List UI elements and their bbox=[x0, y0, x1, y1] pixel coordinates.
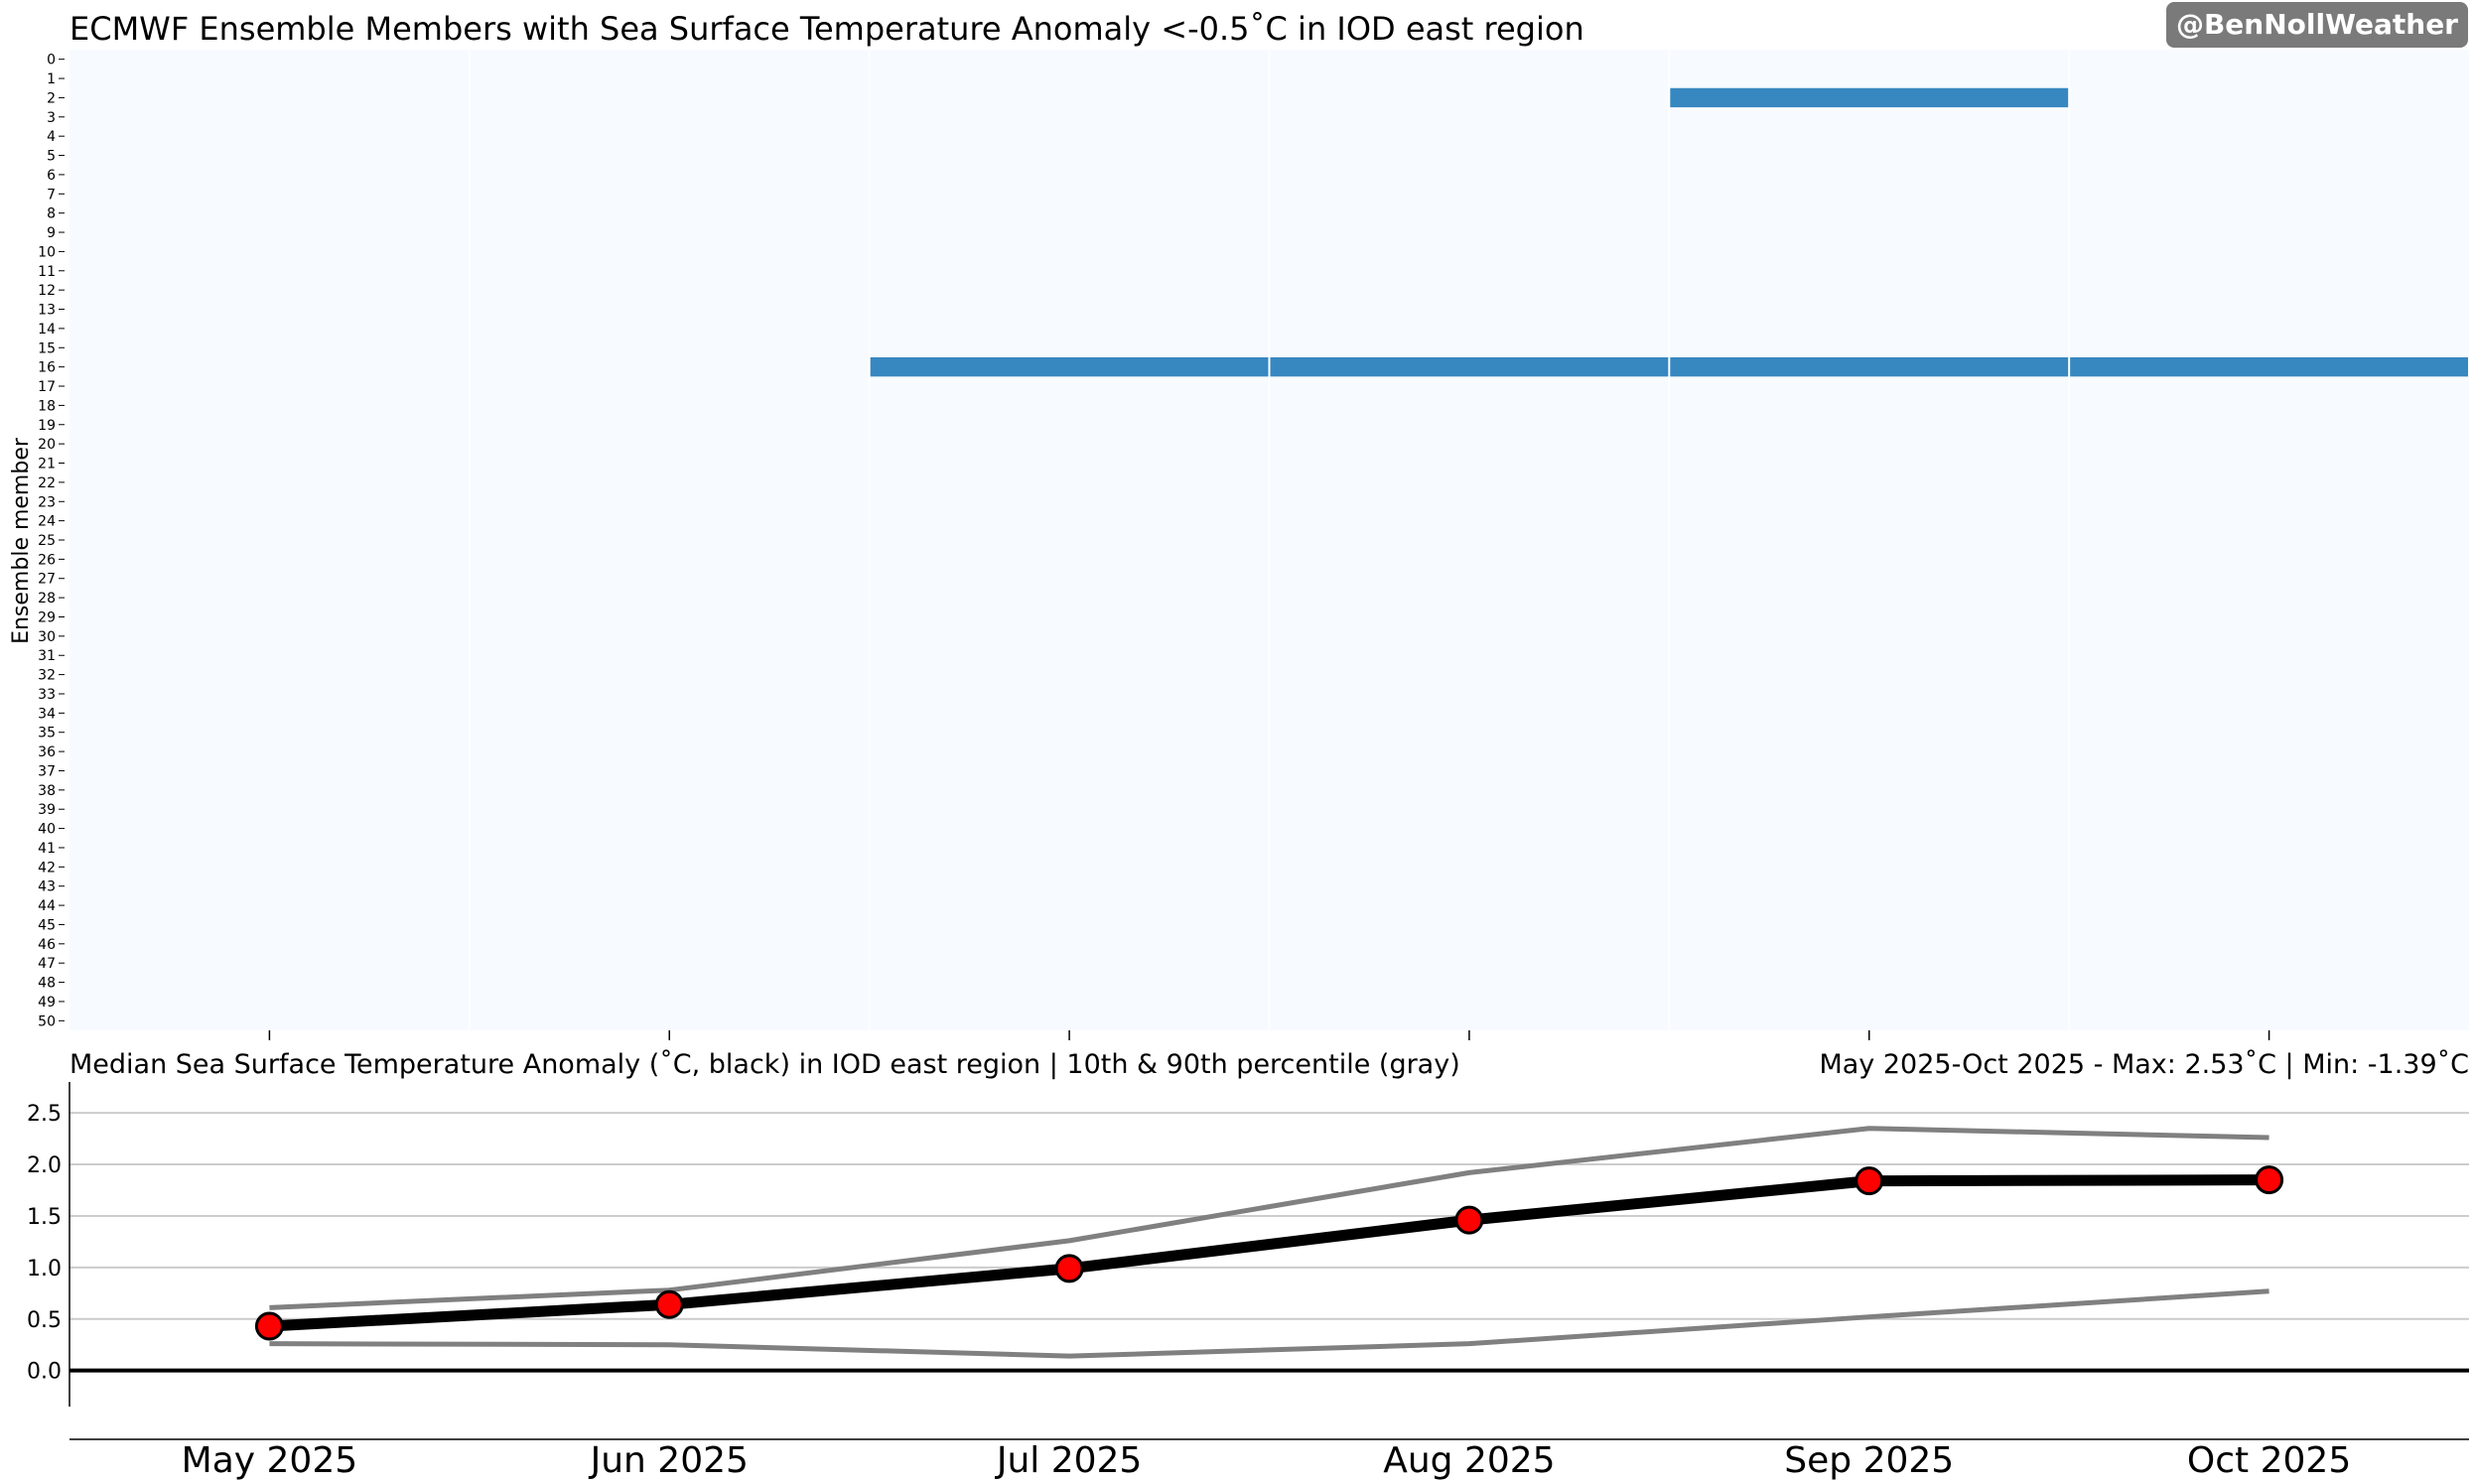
heatmap-cell-flagged bbox=[870, 356, 1269, 377]
heatmap-ytick-label: 44 bbox=[38, 898, 56, 914]
line-ytick-label: 0.0 bbox=[27, 1360, 62, 1385]
heatmap-ytick-label: 7 bbox=[47, 187, 56, 202]
heatmap-ytick-label: 39 bbox=[38, 802, 56, 818]
heatmap-ytick-label: 3 bbox=[47, 110, 56, 126]
heatmap-ytick-label: 23 bbox=[38, 494, 56, 510]
heatmap-ytick-label: 42 bbox=[38, 860, 56, 876]
heatmap-ytick-label: 2 bbox=[47, 90, 56, 106]
heatmap-ytick-label: 21 bbox=[38, 457, 56, 472]
line-chart-yticks: 0.0 0.5 1.0 1.5 2.0 2.5 bbox=[27, 1102, 62, 1385]
median-line bbox=[269, 1174, 2269, 1332]
line-ytick-label: 2.0 bbox=[27, 1153, 62, 1178]
heatmap-ytick-label: 37 bbox=[38, 763, 56, 779]
heatmap-ytick-label: 13 bbox=[38, 303, 56, 319]
heatmap-ytick-label: 22 bbox=[38, 475, 56, 491]
heatmap-ytick-label: 10 bbox=[38, 244, 56, 260]
heatmap-ytick-label: 1 bbox=[47, 71, 56, 87]
heatmap-xticks bbox=[268, 1030, 2270, 1040]
heatmap-ytick-label: 38 bbox=[38, 783, 56, 799]
median-point bbox=[1054, 1254, 1084, 1283]
heatmap-ytick-label: 29 bbox=[38, 609, 56, 625]
line-ytick-label: 1.5 bbox=[27, 1205, 62, 1230]
median-point bbox=[2255, 1165, 2284, 1195]
heatmap-ytick-label: 41 bbox=[38, 841, 56, 857]
heatmap-ytick-label: 25 bbox=[38, 533, 56, 549]
heatmap-cell-flagged bbox=[1670, 87, 2069, 108]
heatmap-yticks: 0123456789101112131415161718192021222324… bbox=[38, 53, 65, 1029]
median-point bbox=[1855, 1166, 1884, 1196]
line-xtick-label: May 2025 bbox=[182, 1440, 358, 1481]
heatmap-ytick-label: 49 bbox=[38, 995, 56, 1011]
heatmap-ytick-label: 45 bbox=[38, 917, 56, 933]
line-ytick-label: 2.5 bbox=[27, 1102, 62, 1127]
heatmap-ytick-label: 26 bbox=[38, 552, 56, 568]
heatmap-ytick-label: 27 bbox=[38, 572, 56, 588]
heatmap-ytick-label: 40 bbox=[38, 822, 56, 838]
line-chart-xticks: May 2025 Jun 2025 Jul 2025 Aug 2025 Sep 2025… bbox=[182, 1440, 2352, 1481]
heatmap-ytick-label: 8 bbox=[47, 206, 56, 222]
line-xtick-label: Jul 2025 bbox=[995, 1440, 1143, 1481]
heatmap-ytick-label: 46 bbox=[38, 937, 56, 953]
median-point bbox=[1454, 1205, 1484, 1235]
heatmap-ylabel: Ensemble member bbox=[9, 437, 34, 644]
heatmap-ytick-label: 36 bbox=[38, 744, 56, 760]
line-ytick-label: 0.5 bbox=[27, 1308, 62, 1333]
heatmap-ytick-label: 35 bbox=[38, 726, 56, 742]
heatmap-ytick-label: 5 bbox=[47, 149, 56, 165]
heatmap-ytick-label: 6 bbox=[47, 168, 56, 184]
heatmap-ytick-label: 0 bbox=[47, 53, 56, 68]
heatmap-ytick-label: 47 bbox=[38, 956, 56, 972]
heatmap-ytick-label: 15 bbox=[38, 340, 56, 356]
line-chart-series bbox=[254, 1126, 2284, 1359]
line-ytick-label: 1.0 bbox=[27, 1257, 62, 1282]
heatmap-ytick-label: 12 bbox=[38, 283, 56, 299]
heatmap-ytick-label: 48 bbox=[38, 976, 56, 992]
heatmap-ytick-label: 43 bbox=[38, 879, 56, 895]
line-xtick-label: Jun 2025 bbox=[589, 1440, 749, 1481]
line-chart-title: Median Sea Surface Temperature Anomaly (… bbox=[69, 1049, 1460, 1080]
line-xtick-label: Oct 2025 bbox=[2187, 1440, 2351, 1481]
heatmap-ytick-label: 28 bbox=[38, 591, 56, 607]
heatmap-ytick-label: 4 bbox=[47, 129, 56, 145]
watermark-badge: @BenNollWeather bbox=[2165, 2, 2468, 48]
heatmap-ytick-label: 16 bbox=[38, 360, 56, 376]
p90-line bbox=[269, 1126, 2269, 1310]
heatmap-cell-flagged bbox=[1670, 356, 2069, 377]
heatmap-ytick-label: 11 bbox=[38, 264, 56, 280]
median-point bbox=[654, 1289, 684, 1319]
heatmap-area bbox=[69, 50, 2469, 1030]
heatmap-ytick-label: 18 bbox=[38, 398, 56, 414]
heatmap-cell-flagged bbox=[2070, 356, 2468, 377]
heatmap-ytick-label: 14 bbox=[38, 322, 56, 337]
p10-line bbox=[269, 1288, 2269, 1359]
line-chart-subtitle: May 2025-Oct 2025 - Max: 2.53˚C | Min: -… bbox=[1819, 1049, 2469, 1080]
heatmap-ytick-label: 33 bbox=[38, 687, 56, 703]
heatmap-cell-flagged bbox=[1270, 356, 1669, 377]
line-xtick-label: Sep 2025 bbox=[1784, 1440, 1954, 1481]
heatmap-ytick-label: 31 bbox=[38, 648, 56, 664]
heatmap-ytick-label: 32 bbox=[38, 668, 56, 684]
heatmap-ytick-label: 9 bbox=[47, 225, 56, 241]
heatmap-ytick-label: 34 bbox=[38, 706, 56, 722]
heatmap-ytick-label: 30 bbox=[38, 629, 56, 645]
heatmap-ytick-label: 50 bbox=[38, 1013, 56, 1029]
heatmap-ytick-label: 19 bbox=[38, 418, 56, 434]
heatmap-ytick-label: 20 bbox=[38, 437, 56, 453]
heatmap-ytick-label: 24 bbox=[38, 514, 56, 530]
line-xtick-label: Aug 2025 bbox=[1383, 1440, 1555, 1481]
heatmap-ytick-label: 17 bbox=[38, 379, 56, 395]
median-point bbox=[254, 1311, 284, 1341]
heatmap-title: ECMWF Ensemble Members with Sea Surface … bbox=[69, 10, 1584, 48]
